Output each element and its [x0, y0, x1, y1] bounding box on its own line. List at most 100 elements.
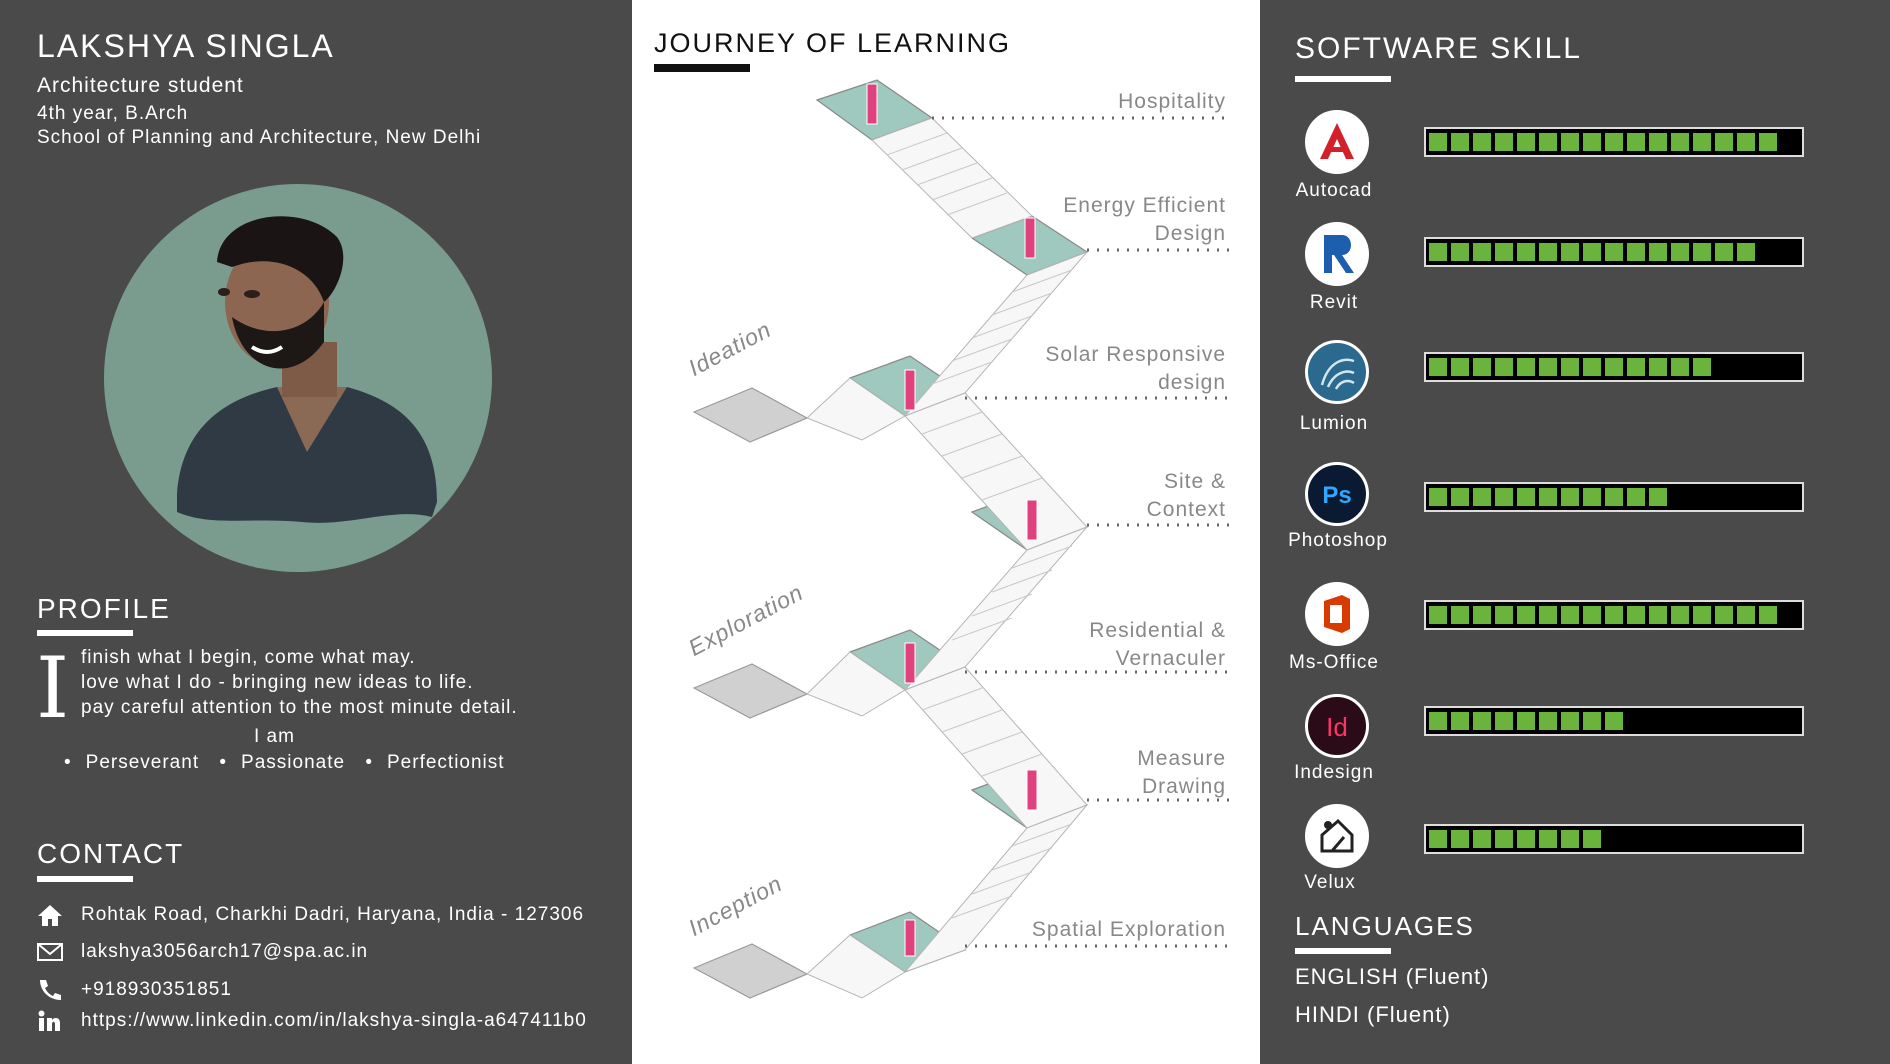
stage-label-5: Residential & Vernaculer	[1089, 619, 1226, 670]
stair-flight	[806, 651, 906, 717]
person-role: Architecture student	[37, 74, 244, 97]
skill-bar	[1424, 237, 1804, 267]
skill-bar-segment	[1473, 133, 1491, 151]
skill-bar-segment	[1605, 606, 1623, 624]
address-text: Rohtak Road, Charkhi Dadri, Haryana, Ind…	[81, 904, 585, 925]
contact-heading: CONTACT	[37, 838, 185, 869]
contact-phone[interactable]: +918930351851	[37, 978, 232, 1002]
skill-bar-segment	[1473, 606, 1491, 624]
skill-bar-segment	[1649, 133, 1667, 151]
skill-bar-segment	[1561, 243, 1579, 261]
profile-underline	[37, 630, 133, 636]
lumion-icon	[1305, 340, 1369, 404]
languages-underline	[1295, 948, 1391, 954]
stage-label-6: Measure Drawing	[1137, 747, 1226, 798]
skill-bar-segment	[1429, 243, 1447, 261]
svg-text:Id: Id	[1326, 712, 1348, 742]
linkedin-icon	[38, 1010, 60, 1031]
skill-bar-segment	[1473, 830, 1491, 848]
skill-bar-segment	[1605, 133, 1623, 151]
skill-bar-segment	[1583, 243, 1601, 261]
skill-bar-segment	[1583, 133, 1601, 151]
skill-bar	[1424, 600, 1804, 630]
skill-bar-segment	[1451, 243, 1469, 261]
stair-flight	[904, 526, 1088, 691]
skill-bar-segment	[1715, 606, 1733, 624]
skill-bar-segment	[1561, 712, 1579, 730]
profile-line-3: pay careful attention to the most minute…	[81, 697, 518, 718]
skill-bar-segment	[1627, 133, 1645, 151]
skill-bar-segment	[1671, 606, 1689, 624]
skill-bar-segment	[1429, 358, 1447, 376]
software-underline	[1295, 76, 1391, 82]
skill-bar-segment	[1473, 358, 1491, 376]
phone-text[interactable]: +918930351851	[81, 979, 232, 1000]
skill-bar-segment	[1473, 243, 1491, 261]
skill-bar-segment	[1605, 488, 1623, 506]
skill-bar-segment	[1451, 133, 1469, 151]
skill-bar-segment	[1583, 606, 1601, 624]
skill-bar-segment	[1627, 358, 1645, 376]
skill-bar-segment	[1693, 133, 1711, 151]
skill-bar-segment	[1649, 488, 1667, 506]
skill-bar-segment	[1451, 712, 1469, 730]
skill-bar-segment	[1583, 830, 1601, 848]
skill-bar	[1424, 482, 1804, 512]
left-panel: LAKSHYA SINGLA Architecture student 4th …	[0, 0, 632, 1064]
skill-bar-segment	[1737, 606, 1755, 624]
skill-bar-segment	[1605, 243, 1623, 261]
skill-bar-segment	[1583, 488, 1601, 506]
skill-bar-segment	[1583, 712, 1601, 730]
email-link[interactable]: lakshya3056arch17@spa.ac.in	[81, 941, 369, 962]
skill-bar-segment	[1517, 358, 1535, 376]
skill-bar-segment	[1649, 606, 1667, 624]
skill-bar	[1424, 127, 1804, 157]
skill-bar-segment	[1561, 358, 1579, 376]
skill-bar-segment	[1517, 712, 1535, 730]
revit-icon	[1305, 222, 1369, 286]
skill-bar-segment	[1473, 488, 1491, 506]
skill-bar-segment	[1561, 606, 1579, 624]
skill-bar-segment	[1429, 712, 1447, 730]
skill-bar-segment	[1671, 358, 1689, 376]
profile-line-1: finish what I begin, come what may.	[81, 647, 416, 668]
contact-email[interactable]: lakshya3056arch17@spa.ac.in	[37, 940, 368, 964]
skill-bar-segment	[1517, 606, 1535, 624]
person-year: 4th year, B.Arch	[37, 103, 189, 124]
skill-bar-segment	[1473, 712, 1491, 730]
stage-marker	[1024, 217, 1036, 259]
stage-marker	[1026, 769, 1038, 811]
skill-bar-segment	[1429, 133, 1447, 151]
skill-bar-segment	[1605, 358, 1623, 376]
skill-bar-segment	[1715, 243, 1733, 261]
linkedin-link[interactable]: https://www.linkedin.com/in/lakshya-sing…	[81, 1010, 587, 1031]
skill-bar-segment	[1495, 488, 1513, 506]
skill-bar-segment	[1737, 133, 1755, 151]
indesign-icon: Id	[1305, 694, 1369, 758]
contact-linkedin[interactable]: https://www.linkedin.com/in/lakshya-sing…	[37, 1009, 587, 1033]
skill-bar-segment	[1605, 712, 1623, 730]
stage-label-3: Solar Responsive design	[1045, 343, 1226, 394]
velux-icon	[1305, 804, 1369, 868]
language-item: ENGLISH (Fluent)	[1295, 964, 1490, 989]
skill-bar-segment	[1539, 133, 1557, 151]
autocad-icon	[1305, 110, 1369, 174]
skill-bar-segment	[1495, 606, 1513, 624]
trait-item: Perfectionist	[387, 752, 505, 773]
skill-bar-segment	[1451, 358, 1469, 376]
skill-bar-segment	[1517, 488, 1535, 506]
skill-name: Indesign	[1294, 762, 1374, 783]
stair-flight	[871, 117, 1033, 239]
phone-icon	[40, 980, 61, 1000]
skill-bar-segment	[1495, 830, 1513, 848]
skill-bar-segment	[1517, 830, 1535, 848]
svg-text:Ps: Ps	[1322, 482, 1351, 509]
trait-item: Perseverant	[85, 752, 200, 773]
journey-title: JOURNEY OF LEARNING	[654, 28, 1012, 58]
contact-address: Rohtak Road, Charkhi Dadri, Haryana, Ind…	[37, 903, 584, 927]
skill-bar-segment	[1759, 606, 1777, 624]
skills-panel: SOFTWARE SKILL Autocad Revit Lumion Ps P…	[1260, 0, 1890, 1064]
languages-heading: LANGUAGES	[1295, 911, 1475, 941]
avatar	[104, 184, 492, 572]
photoshop-icon: Ps	[1305, 462, 1369, 526]
